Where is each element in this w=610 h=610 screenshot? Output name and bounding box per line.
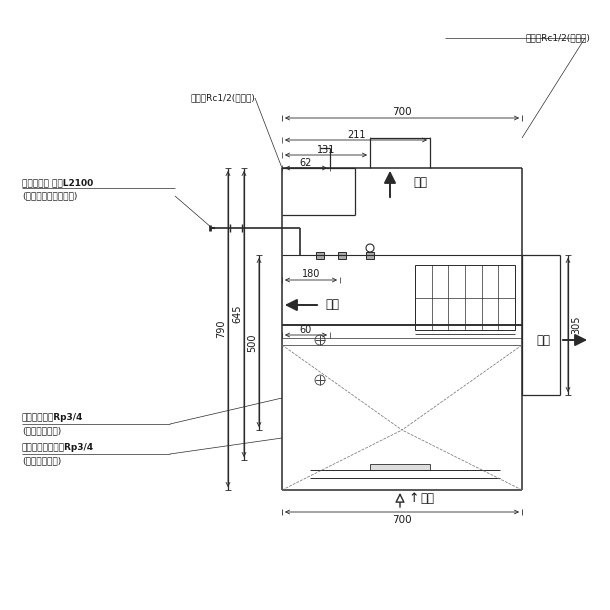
Text: 電源コード 機外L2100: 電源コード 機外L2100 <box>22 179 93 187</box>
Text: 180: 180 <box>302 269 320 279</box>
Text: (アース線付プラグ付): (アース線付プラグ付) <box>22 192 77 201</box>
Bar <box>338 252 346 259</box>
Text: 700: 700 <box>392 515 412 525</box>
Text: 645: 645 <box>232 305 242 323</box>
Text: 790: 790 <box>216 320 226 339</box>
Text: 60: 60 <box>300 325 312 335</box>
Bar <box>316 252 324 259</box>
Text: 500: 500 <box>247 333 257 352</box>
Text: 排気: 排気 <box>536 334 550 346</box>
Text: 700: 700 <box>392 107 412 117</box>
Bar <box>366 252 374 259</box>
Text: (ストッカ底面): (ストッカ底面) <box>22 456 61 465</box>
Text: 給水口Rc1/2(製氷水): 給水口Rc1/2(製氷水) <box>190 93 255 102</box>
Text: (ストッカ底面): (ストッカ底面) <box>22 426 61 436</box>
Text: 排気: 排気 <box>325 298 339 312</box>
Text: ↑: ↑ <box>408 492 418 504</box>
Text: 211: 211 <box>346 130 365 140</box>
Text: 排気: 排気 <box>413 176 427 188</box>
Bar <box>370 464 430 470</box>
Text: 吸気: 吸気 <box>420 492 434 504</box>
Text: ストッカ内排水口Rp3/4: ストッカ内排水口Rp3/4 <box>22 443 94 453</box>
Text: 62: 62 <box>300 158 312 168</box>
Text: 305: 305 <box>571 316 581 334</box>
Text: 131: 131 <box>317 145 335 155</box>
Text: 過劉部排水口Rp3/4: 過劉部排水口Rp3/4 <box>22 414 84 423</box>
Text: 給水口Rc1/2(冷却水): 給水口Rc1/2(冷却水) <box>525 34 590 43</box>
